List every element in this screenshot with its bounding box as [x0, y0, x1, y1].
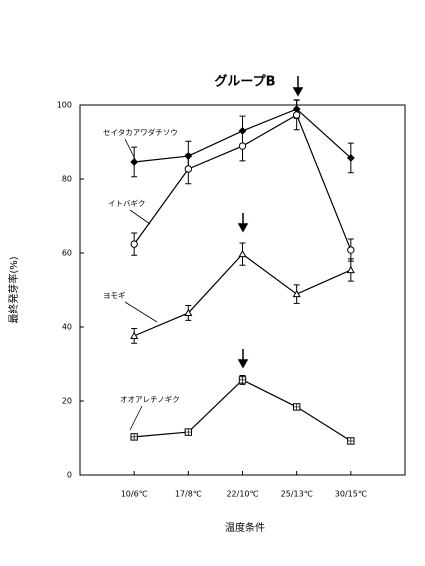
series-line — [133, 253, 352, 337]
series-label: イトバギク — [108, 199, 146, 208]
x-axis-label: 温度条件 — [225, 521, 265, 534]
series-label: セイタカアワダチソウ — [103, 127, 178, 137]
x-tick-label: 17/8℃ — [175, 490, 202, 499]
x-tick-label: 22/10℃ — [226, 490, 258, 499]
x-tick-label: 30/15℃ — [335, 490, 367, 499]
leader-line — [129, 405, 143, 431]
marker — [292, 111, 301, 119]
marker — [184, 308, 193, 316]
arrow-head — [292, 87, 304, 97]
y-axis-label: 最終発芽率(%) — [7, 256, 20, 323]
y-tick-label: 0 — [67, 471, 72, 480]
marker — [347, 246, 355, 254]
chart-title: グループB — [214, 74, 275, 90]
series-label: オオアレチノギク — [120, 395, 180, 404]
marker — [184, 165, 193, 173]
marker — [238, 142, 247, 150]
arrow-head — [237, 359, 249, 369]
marker — [130, 331, 139, 339]
y-tick-label: 40 — [62, 323, 72, 332]
marker — [130, 240, 138, 248]
series-line — [134, 379, 352, 442]
marker-cross — [347, 437, 355, 445]
arrow-head — [237, 223, 249, 233]
marker — [130, 158, 139, 166]
y-tick-label: 20 — [62, 397, 72, 406]
series-label: ヨモギ — [103, 291, 126, 300]
x-tick-label: 10/6℃ — [121, 490, 148, 499]
marker-cross — [293, 403, 300, 411]
arrows — [237, 76, 304, 369]
leader-line — [124, 138, 136, 160]
x-tick-label: 25/13℃ — [281, 490, 313, 499]
marker — [346, 154, 355, 162]
marker — [238, 249, 247, 258]
y-tick-label: 100 — [57, 101, 72, 110]
marker — [346, 265, 355, 274]
marker-cross — [185, 428, 192, 436]
leader-line — [129, 209, 151, 225]
marker-cross — [239, 376, 246, 384]
marker-cross — [130, 433, 138, 441]
y-tick-label: 80 — [62, 175, 72, 184]
y-tick-label: 60 — [62, 249, 72, 258]
leader-line — [124, 301, 158, 323]
marker — [292, 289, 301, 298]
